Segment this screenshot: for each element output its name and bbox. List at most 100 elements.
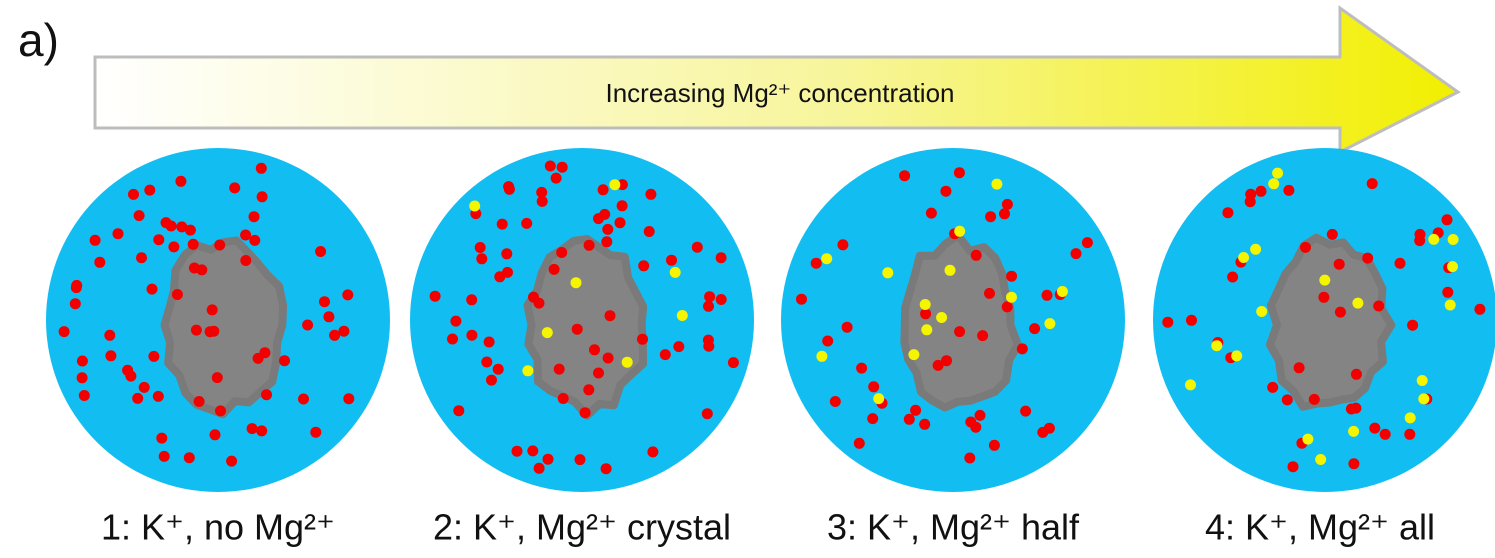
- ion: [716, 294, 727, 305]
- ion: [703, 341, 714, 352]
- ion: [796, 294, 807, 305]
- ion: [1319, 275, 1330, 286]
- ion: [868, 381, 879, 392]
- ion: [256, 425, 267, 436]
- ion: [551, 173, 562, 184]
- ion: [188, 239, 199, 250]
- ion: [821, 253, 832, 264]
- ion: [816, 351, 827, 362]
- figure: a) Increasing Mg²⁺ concentration 1: K⁺, …: [0, 0, 1495, 558]
- ion: [156, 433, 167, 444]
- ion: [647, 446, 658, 457]
- ion: [125, 371, 136, 382]
- ion: [1351, 369, 1362, 380]
- ion: [1042, 290, 1053, 301]
- ion: [319, 296, 330, 307]
- ion: [558, 393, 569, 404]
- ion: [128, 189, 139, 200]
- ion: [104, 330, 115, 341]
- ion: [144, 185, 155, 196]
- ion: [971, 250, 982, 261]
- ion: [945, 265, 956, 276]
- ion: [1445, 300, 1456, 311]
- ion: [1442, 214, 1453, 225]
- ion: [323, 311, 334, 322]
- page: a) Increasing Mg²⁺ concentration 1: K⁺, …: [0, 0, 1495, 558]
- ion: [212, 372, 223, 383]
- ion: [926, 208, 937, 219]
- ion: [256, 163, 267, 174]
- ion: [1231, 350, 1242, 361]
- ion: [1334, 259, 1345, 270]
- ion: [1335, 307, 1346, 318]
- ion: [469, 201, 480, 212]
- ion: [298, 394, 309, 405]
- ion: [59, 326, 70, 337]
- ion: [617, 200, 628, 211]
- caption: 1: K⁺, no Mg²⁺: [101, 507, 335, 548]
- ion: [920, 299, 931, 310]
- ion: [1318, 292, 1329, 303]
- ion: [207, 304, 218, 315]
- ion: [310, 427, 321, 438]
- ion: [856, 363, 867, 374]
- ion: [703, 301, 714, 312]
- ion: [645, 189, 656, 200]
- ion: [1447, 261, 1458, 272]
- ion: [692, 242, 703, 253]
- ion: [1006, 271, 1017, 282]
- ion: [522, 365, 533, 376]
- ion: [965, 417, 976, 428]
- ion: [1267, 382, 1278, 393]
- ion: [536, 187, 547, 198]
- ion: [1057, 286, 1068, 297]
- panels: [46, 148, 1495, 492]
- caption: 2: K⁺, Mg²⁺ crystal: [433, 507, 731, 548]
- ion: [214, 240, 225, 251]
- ion: [941, 355, 952, 366]
- ion: [854, 438, 865, 449]
- caption: 3: K⁺, Mg²⁺ half: [827, 507, 1080, 548]
- ion: [666, 255, 677, 266]
- ion: [497, 219, 508, 230]
- ion: [453, 405, 464, 416]
- ion: [90, 235, 101, 246]
- ion: [1380, 429, 1391, 440]
- ion: [660, 349, 671, 360]
- ion: [1044, 318, 1055, 329]
- ion: [716, 252, 727, 263]
- ion: [1309, 394, 1320, 405]
- ion: [249, 235, 260, 246]
- ion: [484, 337, 495, 348]
- ion: [985, 211, 996, 222]
- ion: [1407, 320, 1418, 331]
- ion: [77, 372, 88, 383]
- ion: [557, 162, 568, 173]
- ion: [194, 396, 205, 407]
- ion: [637, 334, 648, 345]
- ion: [984, 288, 995, 299]
- ion: [873, 393, 884, 404]
- ion: [584, 240, 595, 251]
- ion: [168, 241, 179, 252]
- ion: [189, 263, 200, 274]
- ion: [1082, 237, 1093, 248]
- ion: [1288, 461, 1299, 472]
- ion: [175, 176, 186, 187]
- ion: [1369, 423, 1380, 434]
- ion: [545, 161, 556, 172]
- ion: [279, 355, 290, 366]
- ion: [1029, 323, 1040, 334]
- ion: [70, 298, 81, 309]
- ion: [1362, 253, 1373, 264]
- ion: [261, 389, 272, 400]
- ion: [1245, 196, 1256, 207]
- ion: [622, 357, 633, 368]
- ion: [989, 440, 1000, 451]
- ion: [185, 225, 196, 236]
- ion: [1352, 298, 1363, 309]
- ion: [71, 280, 82, 291]
- ion: [466, 294, 477, 305]
- arrow-label: Increasing Mg²⁺ concentration: [605, 78, 954, 108]
- ion: [486, 375, 497, 386]
